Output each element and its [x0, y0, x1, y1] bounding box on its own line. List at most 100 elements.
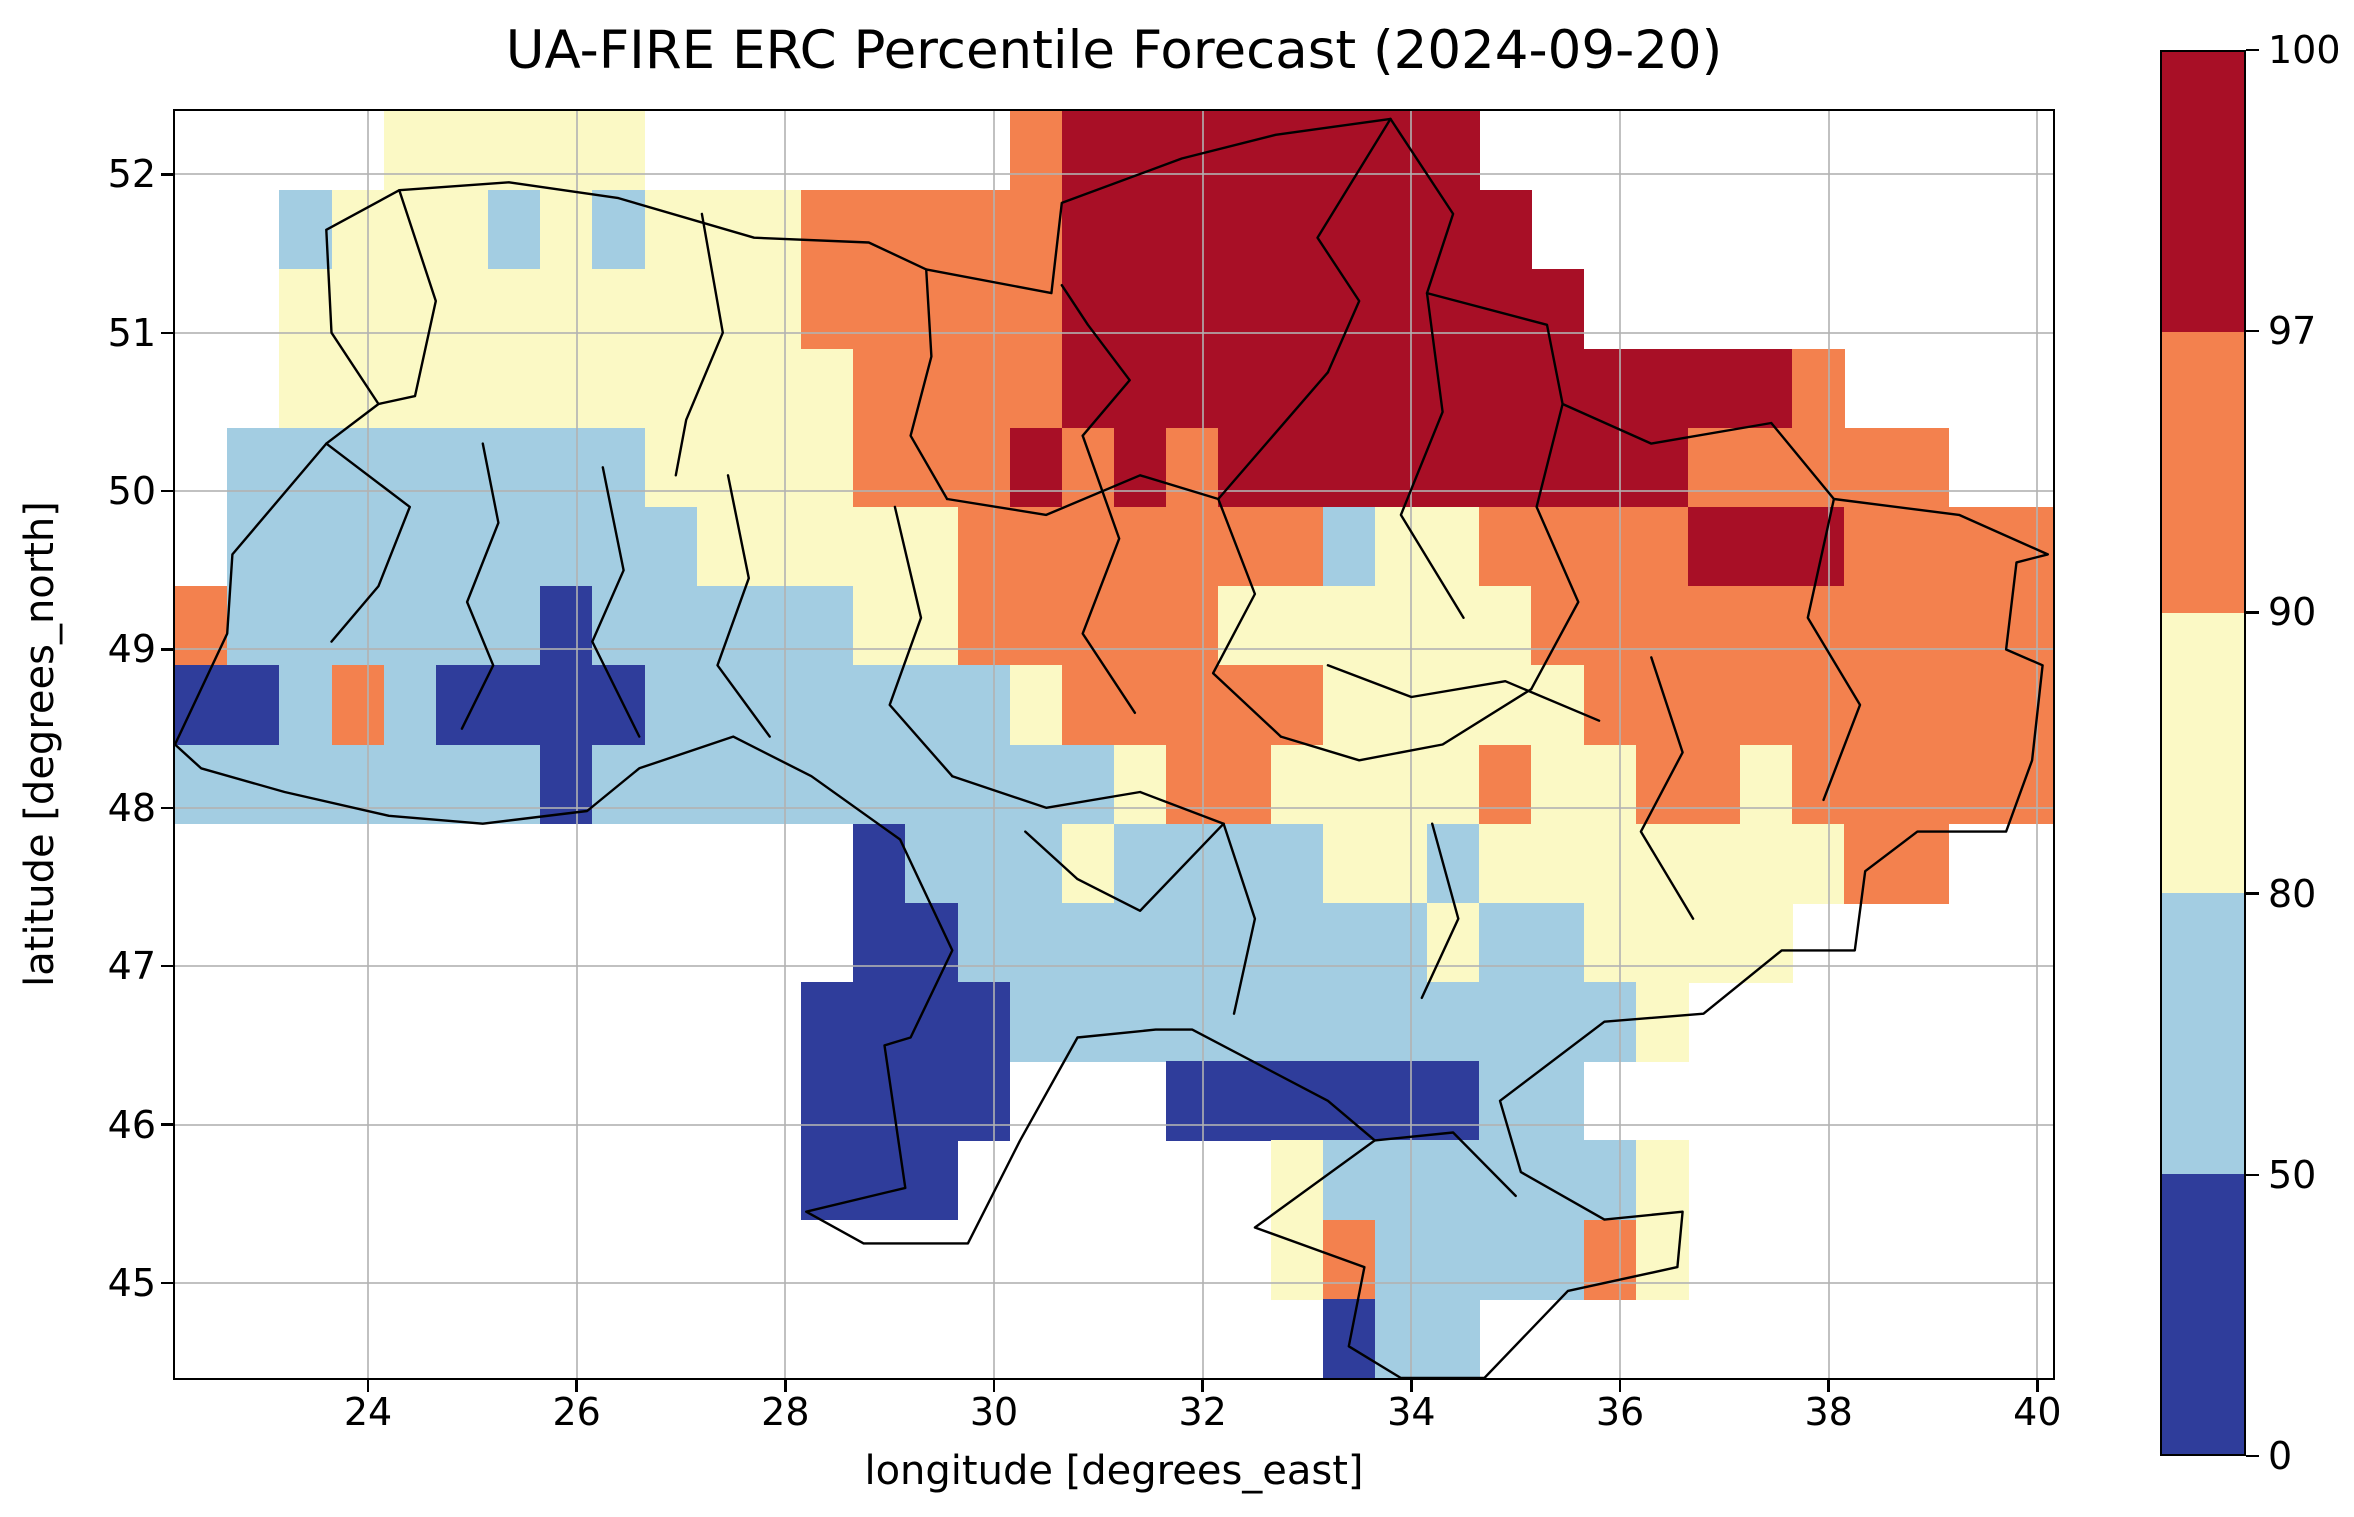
- heatmap-cell: [1479, 1219, 1533, 1300]
- heatmap-cell: [1792, 823, 1846, 904]
- heatmap-cell: [853, 269, 907, 350]
- heatmap-cell: [1479, 506, 1533, 587]
- heatmap-cell: [175, 586, 228, 666]
- heatmap-cell: [540, 744, 594, 825]
- heatmap-cell: [905, 427, 959, 508]
- heatmap-cell: [2000, 506, 2053, 587]
- heatmap-cell: [1114, 506, 1167, 587]
- heatmap-cell: [1061, 190, 1115, 271]
- heatmap-cell: [227, 586, 281, 666]
- heatmap-cell: [1374, 902, 1428, 983]
- heatmap-cell: [1479, 744, 1533, 825]
- heatmap-cell: [1531, 982, 1585, 1062]
- heatmap-cell: [279, 665, 333, 746]
- heatmap-cell: [1531, 506, 1585, 587]
- heatmap-cell: [853, 190, 907, 271]
- heatmap-cell: [540, 665, 594, 746]
- heatmap-cell: [383, 190, 437, 271]
- heatmap-cell: [592, 586, 646, 666]
- heatmap-cell: [1166, 665, 1220, 746]
- heatmap-cell: [1427, 586, 1480, 666]
- heatmap-cell: [1427, 190, 1480, 271]
- heatmap-cell: [1322, 586, 1376, 666]
- heatmap-cell: [1218, 348, 1272, 429]
- heatmap-cell: [488, 506, 541, 587]
- heatmap-cell: [748, 190, 802, 271]
- heatmap-cell: [801, 348, 854, 429]
- plot-area: [173, 109, 2055, 1380]
- heatmap-cell: [1844, 665, 1898, 746]
- heatmap-cell: [1583, 744, 1637, 825]
- heatmap-cell: [435, 190, 489, 271]
- heatmap-cell: [383, 586, 437, 666]
- heatmap-cell: [435, 665, 489, 746]
- x-axis-label: longitude [degrees_east]: [864, 1448, 1364, 1494]
- colorbar-tick-label: 0: [2268, 1434, 2293, 1478]
- heatmap-cell: [801, 1140, 854, 1221]
- heatmap-cell: [331, 427, 385, 508]
- y-tick-label: 49: [107, 627, 156, 672]
- heatmap-cell: [1531, 1061, 1585, 1142]
- heatmap-cell: [1322, 1061, 1376, 1142]
- heatmap-cell: [1635, 1140, 1689, 1221]
- x-tick-mark: [1618, 1378, 1622, 1392]
- heatmap-cell: [1844, 823, 1898, 904]
- heatmap-cell: [279, 348, 333, 429]
- heatmap-cell: [279, 506, 333, 587]
- heatmap-cell: [1687, 348, 1741, 429]
- heatmap-cell: [1792, 348, 1846, 429]
- heatmap-cell: [1583, 586, 1637, 666]
- heatmap-cell: [696, 506, 750, 587]
- heatmap-cell: [488, 348, 541, 429]
- y-tick-label: 52: [107, 152, 156, 197]
- heatmap-cell: [1270, 982, 1324, 1062]
- heatmap-cell: [1114, 111, 1167, 191]
- heatmap-cell: [1322, 1219, 1376, 1300]
- heatmap-cell: [227, 744, 281, 825]
- heatmap-cell: [1427, 1219, 1480, 1300]
- heatmap-cell: [1061, 111, 1115, 191]
- heatmap-cell: [1166, 111, 1220, 191]
- heatmap-cell: [1218, 586, 1272, 666]
- heatmap-cell: [905, 823, 959, 904]
- colorbar-bin: [2162, 52, 2244, 333]
- heatmap-cell: [1479, 586, 1533, 666]
- heatmap-cell: [1583, 665, 1637, 746]
- heatmap-cell: [1740, 348, 1793, 429]
- heatmap-cell: [905, 902, 959, 983]
- heatmap-cell: [1374, 665, 1428, 746]
- heatmap-cell: [1270, 111, 1324, 191]
- colorbar-tick-mark: [2246, 1173, 2259, 1176]
- heatmap-cell: [540, 586, 594, 666]
- heatmap-cell: [383, 744, 437, 825]
- heatmap-cell: [1061, 348, 1115, 429]
- heatmap-cell: [957, 744, 1011, 825]
- heatmap-cell: [1270, 1140, 1324, 1221]
- heatmap-cell: [1218, 506, 1272, 587]
- heatmap-cell: [1792, 506, 1846, 587]
- heatmap-cell: [331, 348, 385, 429]
- heatmap-cell: [1061, 665, 1115, 746]
- x-tick-mark: [1827, 1378, 1830, 1392]
- heatmap-cell: [1635, 982, 1689, 1062]
- heatmap-cell: [383, 506, 437, 587]
- heatmap-cell: [748, 348, 802, 429]
- heatmap-cell: [1583, 823, 1637, 904]
- x-tick-label: 28: [761, 1390, 810, 1434]
- heatmap-cell: [1427, 982, 1480, 1062]
- heatmap-cell: [1635, 665, 1689, 746]
- heatmap-cell: [1322, 111, 1376, 191]
- heatmap-cell: [1009, 902, 1063, 983]
- heatmap-cell: [1218, 744, 1272, 825]
- heatmap-cell: [853, 823, 907, 904]
- heatmap-cell: [1114, 190, 1167, 271]
- heatmap-cell: [1009, 586, 1063, 666]
- heatmap-cell: [331, 586, 385, 666]
- heatmap-cell: [279, 744, 333, 825]
- heatmap-cell: [1009, 190, 1063, 271]
- heatmap-cell: [1427, 348, 1480, 429]
- heatmap-cell: [1374, 111, 1428, 191]
- heatmap-cell: [1061, 269, 1115, 350]
- heatmap-cell: [853, 902, 907, 983]
- heatmap-cell: [1479, 348, 1533, 429]
